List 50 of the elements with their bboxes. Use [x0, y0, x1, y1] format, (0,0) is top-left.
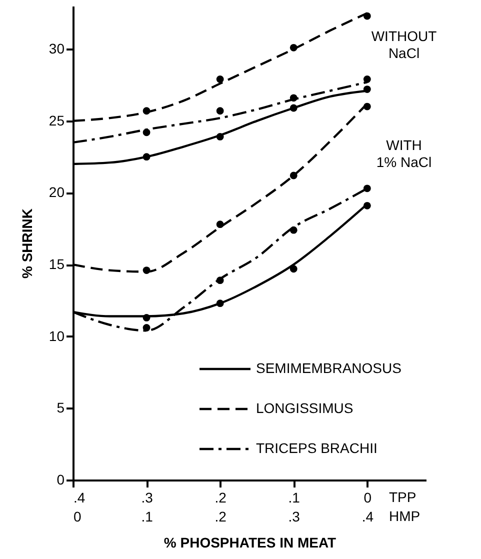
point	[290, 226, 298, 234]
y-tick-label: 15	[48, 256, 65, 272]
point	[290, 94, 298, 102]
point	[363, 184, 371, 192]
point	[142, 266, 150, 274]
legend-label: SEMIMEMBRANOSUS	[256, 360, 402, 376]
legend-label: LONGISSIMUS	[256, 400, 354, 416]
point	[142, 128, 150, 136]
y-tick-label: 5	[56, 400, 65, 416]
y-tick-label: 0	[56, 472, 65, 488]
x-tick-label: .1	[288, 490, 300, 506]
point	[142, 107, 150, 115]
point	[290, 44, 298, 52]
x2-tick-label: .2	[214, 508, 227, 524]
text: HMP	[389, 508, 420, 524]
y-tick-label: 10	[48, 328, 65, 344]
y-tick-label: 20	[48, 184, 65, 200]
point	[216, 300, 224, 308]
annotation: WITH 1% NaCl	[376, 137, 432, 170]
y-tick-label: 25	[48, 112, 65, 128]
point	[290, 265, 298, 273]
x-tick-label: .2	[214, 490, 227, 506]
point	[216, 107, 224, 115]
text: TPP	[389, 489, 416, 505]
x2-tick-label: .1	[141, 508, 154, 524]
x2-tick-label: .4	[362, 508, 374, 524]
point	[142, 324, 150, 332]
x-axis-title: % PHOSPHATES IN MEAT	[164, 534, 337, 550]
point	[363, 12, 371, 20]
point	[363, 86, 371, 94]
point	[363, 102, 371, 110]
point	[290, 104, 298, 112]
y-tick-label: 30	[48, 40, 65, 57]
point	[363, 202, 371, 210]
point	[216, 76, 224, 83]
x-tick-label: 0	[364, 490, 372, 506]
point	[142, 314, 150, 322]
point	[363, 76, 371, 83]
point	[216, 276, 224, 284]
x-tick-label: .3	[141, 490, 154, 506]
x2-tick-label: .3	[288, 508, 300, 524]
point	[142, 153, 150, 161]
point	[290, 172, 298, 180]
annotation: WITHOUT NaCl	[371, 28, 438, 61]
point	[216, 133, 224, 140]
x-tick-label: .4	[74, 490, 86, 506]
x2-tick-label: 0	[74, 508, 82, 524]
y-axis-title: % SHRINK	[18, 208, 35, 279]
point	[216, 220, 224, 228]
legend-label: TRICEPS BRACHII	[256, 440, 378, 456]
